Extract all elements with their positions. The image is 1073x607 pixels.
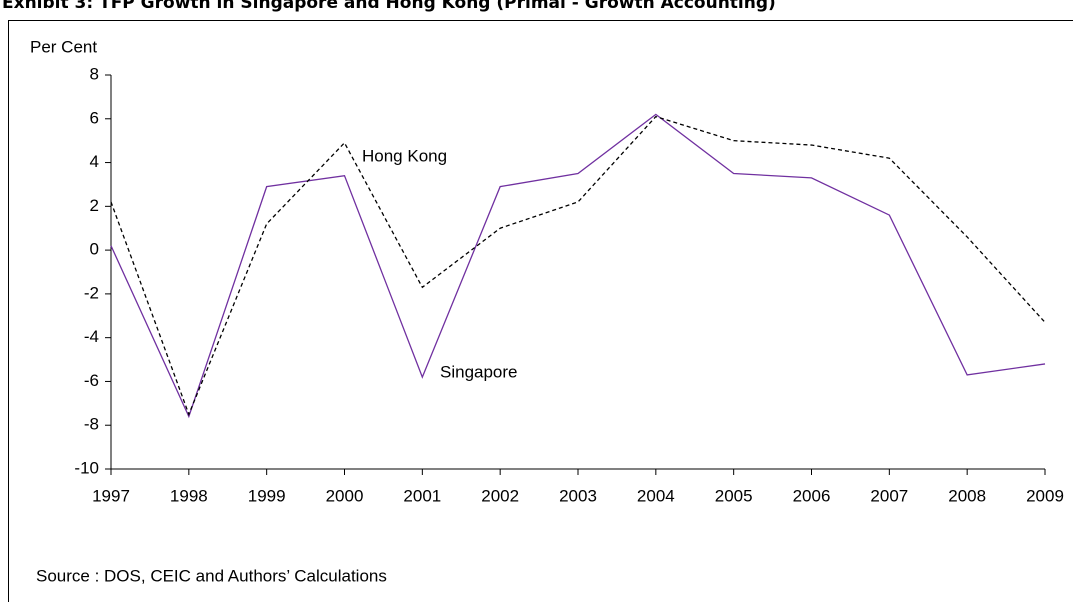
- x-tick-label: 1998: [170, 486, 208, 505]
- series-line: [111, 114, 1045, 416]
- x-tick-label: 2003: [559, 486, 597, 505]
- x-tick-label: 1999: [248, 486, 286, 505]
- x-tick-label: 2007: [870, 486, 908, 505]
- y-tick-label: -6: [84, 371, 99, 390]
- series-line: [111, 117, 1045, 415]
- y-axis-label: Per Cent: [30, 37, 97, 56]
- x-tick-label: 2009: [1026, 486, 1064, 505]
- series-label: Singapore: [440, 362, 518, 381]
- y-tick-label: 0: [90, 240, 99, 259]
- x-tick-label: 2006: [793, 486, 831, 505]
- chart-frame: [9, 21, 1073, 603]
- y-tick-label: -2: [84, 283, 99, 302]
- x-tick-label: 2000: [326, 486, 364, 505]
- x-tick-label: 2002: [481, 486, 519, 505]
- y-tick-label: 4: [90, 152, 99, 171]
- y-tick-label: 8: [90, 64, 99, 83]
- x-tick-label: 2001: [403, 486, 441, 505]
- x-tick-label: 2008: [948, 486, 986, 505]
- x-tick-label: 2004: [637, 486, 675, 505]
- y-tick-label: -8: [84, 415, 99, 434]
- x-tick-label: 1997: [92, 486, 130, 505]
- y-tick-label: -4: [84, 327, 99, 346]
- y-tick-label: 2: [90, 196, 99, 215]
- y-tick-label: -10: [74, 458, 99, 477]
- source-note: Source : DOS, CEIC and Authors’ Calculat…: [36, 566, 387, 585]
- y-tick-label: 6: [90, 108, 99, 127]
- x-tick-label: 2005: [715, 486, 753, 505]
- series-label: Hong Kong: [362, 146, 447, 165]
- chart-title: Exhibit 3: TFP Growth in Singapore and H…: [2, 0, 776, 13]
